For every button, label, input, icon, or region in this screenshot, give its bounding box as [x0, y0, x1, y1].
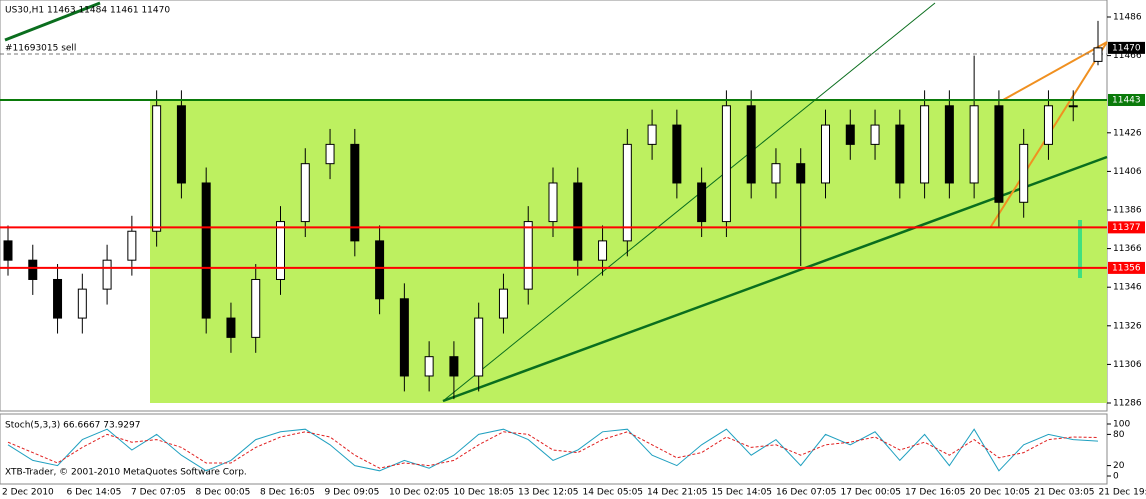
- x-tick-label: 15 Dec 14:05: [712, 488, 773, 498]
- x-tick-label: 17 Dec 16:05: [905, 488, 966, 498]
- candle-body: [28, 259, 38, 280]
- candle-body: [697, 182, 707, 223]
- x-tick-label: 7 Dec 07:05: [131, 488, 186, 498]
- candle-body: [845, 124, 855, 145]
- price-tag-label: 11356: [1112, 263, 1141, 273]
- candle-body: [870, 124, 880, 145]
- x-tick-label: 21 Dec 19:05: [1099, 488, 1146, 498]
- stoch-line: [7, 431, 1099, 469]
- candle-body: [573, 182, 583, 261]
- candle-body: [548, 182, 558, 223]
- trend-line: [442, 2, 936, 402]
- candle-body: [1093, 47, 1103, 62]
- candle-body: [375, 240, 385, 300]
- price-tag-label: 11377: [1112, 223, 1141, 233]
- order-label: #11693015 sell: [5, 44, 76, 54]
- y-tick-label: 11426: [1113, 128, 1142, 138]
- stoch-tick-label: 100: [1113, 420, 1130, 430]
- candle-body: [1068, 105, 1078, 108]
- y-tick-label: 11286: [1113, 399, 1142, 409]
- candle-body: [771, 163, 781, 184]
- candle-body: [152, 105, 162, 232]
- chart-title: US30,H1 11463 11484 11461 11470: [5, 6, 170, 16]
- candle-body: [53, 278, 63, 319]
- x-tick-label: 10 Dec 18:05: [454, 488, 515, 498]
- y-tick-label: 11326: [1113, 321, 1142, 331]
- candle-body: [969, 105, 979, 184]
- candle-body: [399, 298, 409, 377]
- candle-body: [226, 317, 236, 338]
- candle-body: [201, 182, 211, 319]
- y-tick-label: 11306: [1113, 360, 1142, 370]
- stoch-line: [7, 428, 1099, 472]
- x-tick-label: 8 Dec 00:05: [196, 488, 251, 498]
- x-tick-label: 20 Dec 10:05: [970, 488, 1031, 498]
- candle-body: [325, 143, 335, 165]
- stoch-tick-label: 0: [1113, 472, 1119, 482]
- candle-body: [622, 143, 632, 242]
- candle-body: [1043, 105, 1053, 145]
- x-tick-label: 9 Dec 09:05: [325, 488, 380, 498]
- x-tick-label: 17 Dec 00:05: [841, 488, 902, 498]
- candle-body: [350, 143, 360, 242]
- stoch-tick-label: 20: [1113, 461, 1125, 471]
- candle-body: [424, 356, 434, 377]
- y-tick-label: 11346: [1113, 283, 1142, 293]
- candle-body: [647, 124, 657, 145]
- x-tick-label: 10 Dec 02:05: [389, 488, 450, 498]
- candle-body: [77, 288, 87, 319]
- candle-body: [127, 230, 137, 261]
- candle-body: [746, 105, 756, 184]
- candle-body: [796, 163, 806, 184]
- candle-body: [1019, 143, 1029, 203]
- candle-body: [3, 240, 13, 261]
- candle-body: [176, 105, 186, 184]
- candle-body: [276, 221, 285, 280]
- candle-body: [721, 105, 731, 223]
- candle-body: [300, 163, 310, 223]
- x-tick-label: 16 Dec 07:05: [776, 488, 837, 498]
- stoch-title: Stoch(5,3,3) 66.6667 73.9297: [5, 421, 140, 431]
- candle-body: [102, 259, 112, 290]
- footer: XTB-Trader, © 2001-2010 MetaQuotes Softw…: [5, 468, 247, 478]
- x-tick-label: 8 Dec 16:05: [260, 488, 315, 498]
- price-tag: [1108, 261, 1145, 274]
- price-tag: [1108, 41, 1145, 54]
- candle-body: [944, 105, 954, 184]
- y-tick-label: 11466: [1113, 51, 1142, 61]
- channel-line: [1002, 41, 1108, 101]
- candle-body: [895, 124, 905, 184]
- x-tick-label: 14 Dec 21:05: [647, 488, 708, 498]
- stoch-tick-label: 80: [1113, 430, 1125, 440]
- candle-body: [523, 221, 533, 290]
- x-tick-label: 13 Dec 12:05: [518, 488, 579, 498]
- candle-body: [251, 278, 261, 338]
- candle-body: [672, 124, 682, 184]
- price-tag: [1108, 93, 1145, 106]
- candle-body: [920, 105, 930, 184]
- candle-body: [498, 288, 508, 319]
- candle-body: [994, 105, 1004, 203]
- x-tick-label: 6 Dec 14:05: [67, 488, 122, 498]
- trend-line: [4, 1, 101, 42]
- x-tick-label: 2 Dec 2010: [2, 488, 54, 498]
- candle-body: [598, 240, 608, 261]
- x-tick-label: 14 Dec 05:05: [583, 488, 644, 498]
- y-tick-label: 11406: [1113, 167, 1142, 177]
- price-tag: [1108, 221, 1145, 234]
- y-tick-label: 11366: [1113, 244, 1142, 254]
- candle-body: [449, 356, 459, 377]
- x-tick-label: 21 Dec 03:05: [1034, 488, 1095, 498]
- y-tick-label: 11486: [1113, 13, 1142, 23]
- y-tick-label: 11386: [1113, 206, 1142, 216]
- candle-body: [474, 317, 484, 377]
- price-tag-label: 11443: [1112, 95, 1141, 105]
- price-tag-label: 11470: [1112, 43, 1141, 53]
- candle-body: [821, 124, 830, 184]
